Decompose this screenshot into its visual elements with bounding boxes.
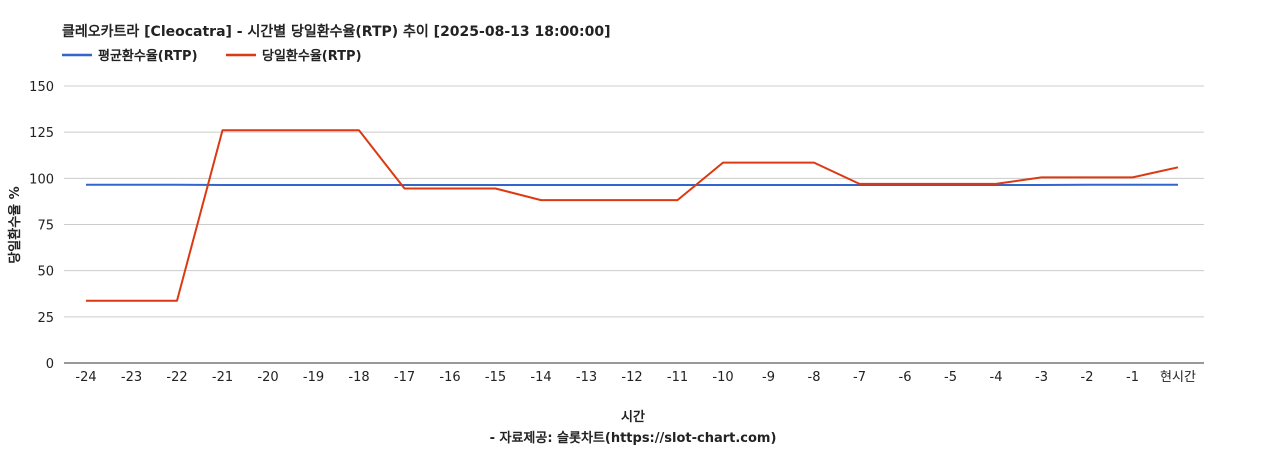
x-tick-label: -3 — [1035, 370, 1048, 385]
x-tick-label: -9 — [762, 370, 775, 385]
x-tick-label: -7 — [853, 370, 866, 385]
x-tick-label: -5 — [944, 370, 957, 385]
y-tick-label: 25 — [37, 311, 54, 326]
y-tick-label: 50 — [37, 265, 54, 280]
y-tick-labels: 0 25 50 75 100 125 150 — [29, 80, 54, 372]
x-axis-title: 시간 — [621, 409, 645, 425]
y-tick-label: 125 — [29, 126, 54, 141]
x-tick-label: -4 — [990, 370, 1003, 385]
x-tick-label: -19 — [303, 370, 324, 385]
x-tick-label: -17 — [394, 370, 415, 385]
chart-title: 클레오카트라 [Cleocatra] - 시간별 당일환수율(RTP) 추이 [… — [62, 23, 611, 40]
y-tick-label: 75 — [37, 219, 54, 234]
x-tick-label: -21 — [212, 370, 233, 385]
y-axis-title: 당일환수율 % — [7, 186, 23, 263]
x-tick-label: -11 — [667, 370, 688, 385]
series-lines — [85, 129, 1179, 302]
x-tick-label: -13 — [576, 370, 597, 385]
x-tick-label: -1 — [1126, 370, 1139, 385]
legend: 평균환수율(RTP) 당일환수율(RTP) — [62, 48, 362, 64]
x-tick-label: -22 — [166, 370, 187, 385]
legend-label-avg: 평균환수율(RTP) — [98, 48, 198, 64]
x-tick-label: -2 — [1081, 370, 1094, 385]
x-tick-label: -14 — [530, 370, 551, 385]
series-line-daily-rtp — [86, 129, 1179, 302]
x-tick-label: -8 — [808, 370, 821, 385]
x-tick-label: -20 — [257, 370, 278, 385]
x-tick-label: -10 — [712, 370, 733, 385]
x-tick-labels: -24 -23 -22 -21 -20 -19 -18 -17 -16 -15 -14 -13 -12 -… — [75, 370, 1196, 385]
x-tick-label: -16 — [439, 370, 460, 385]
y-tick-label: 100 — [29, 172, 54, 187]
x-tick-label: -15 — [485, 370, 506, 385]
x-tick-label: -6 — [899, 370, 912, 385]
gridlines — [64, 85, 1204, 364]
x-tick-label: -24 — [75, 370, 96, 385]
x-tick-label: 현시간 — [1160, 370, 1196, 385]
x-tick-label: -23 — [121, 370, 142, 385]
y-tick-label: 150 — [29, 80, 54, 95]
source-credit: - 자료제공: 슬롯차트(https://slot-chart.com) — [490, 430, 777, 446]
x-tick-label: -18 — [348, 370, 369, 385]
x-tick-label: -12 — [621, 370, 642, 385]
y-tick-label: 0 — [46, 357, 54, 372]
legend-label-daily: 당일환수율(RTP) — [262, 48, 362, 64]
